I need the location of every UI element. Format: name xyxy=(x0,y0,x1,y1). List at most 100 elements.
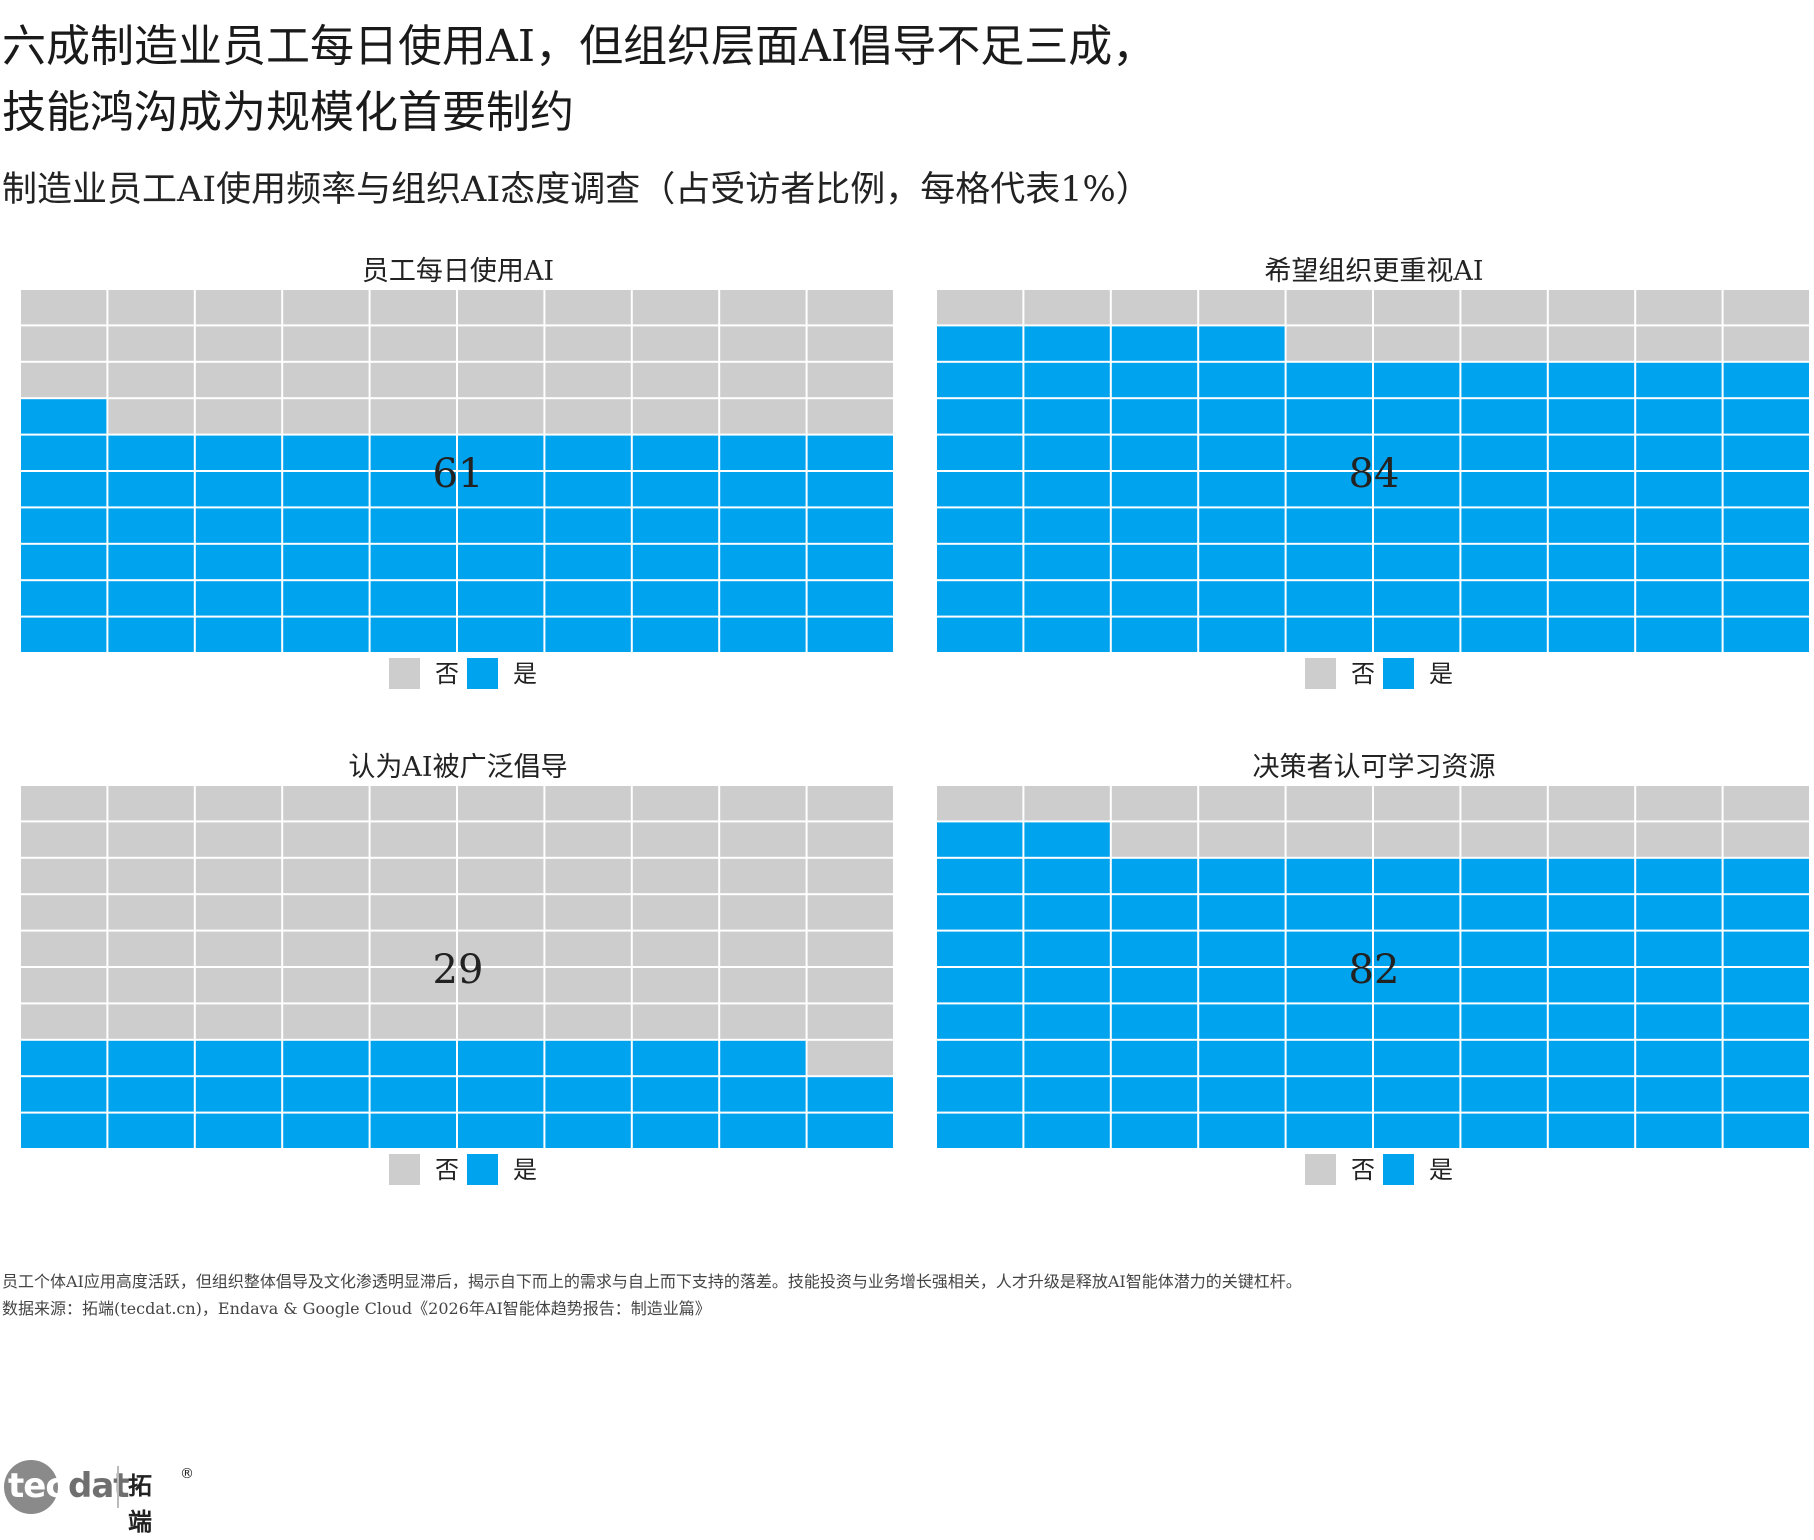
waffle-cell-yes xyxy=(108,1077,194,1112)
waffle-cell-yes xyxy=(1461,581,1547,616)
waffle-cell-no xyxy=(632,290,719,325)
waffle-cell-yes xyxy=(195,544,282,580)
waffle-cell-no xyxy=(370,362,456,398)
waffle-cell-no xyxy=(195,858,282,894)
legend-label-yes: 是 xyxy=(513,1156,537,1184)
waffle-cell-yes xyxy=(370,544,456,580)
waffle-cell-no xyxy=(1723,822,1809,857)
waffle-cell-yes xyxy=(1199,472,1285,507)
legend: 否 是 xyxy=(937,1152,1811,1188)
waffle-cell-yes xyxy=(937,1113,1023,1148)
waffle-cell-no xyxy=(807,968,893,1003)
waffle-cell-yes xyxy=(1111,968,1198,1003)
waffle-cell-yes xyxy=(1723,472,1809,507)
waffle-cell-yes xyxy=(1374,1113,1460,1148)
waffle-cell-yes xyxy=(1374,1077,1460,1112)
waffle-cell-no xyxy=(807,858,893,894)
waffle-cell-yes xyxy=(283,1040,369,1076)
waffle-cell-no xyxy=(1723,290,1809,325)
waffle-cell-yes xyxy=(21,399,107,434)
waffle-cell-yes xyxy=(370,1077,456,1112)
waffle-cell-yes xyxy=(108,1040,194,1076)
waffle-cell-yes xyxy=(545,1040,631,1076)
waffle-cell-yes xyxy=(1111,326,1198,361)
waffle-cell-no xyxy=(545,326,631,361)
waffle-cell-yes xyxy=(937,968,1023,1003)
waffle-cell-no xyxy=(108,822,194,857)
waffle-cell-yes xyxy=(1199,1113,1285,1148)
waffle-cell-no xyxy=(1548,786,1635,821)
waffle-cell-yes xyxy=(195,617,282,652)
chart-title: 六成制造业员工每日使用AI，但组织层面AI倡导不足三成， 技能鸿沟成为规模化首要… xyxy=(2,14,1156,146)
waffle-cell-no xyxy=(1548,326,1635,361)
waffle-cell-yes xyxy=(1723,895,1809,930)
legend-label-yes: 是 xyxy=(1429,1156,1453,1184)
waffle-cell-yes xyxy=(283,1077,369,1112)
logo-text-cn: 拓端 xyxy=(128,1472,152,1536)
waffle-cell-yes xyxy=(1286,399,1372,434)
waffle-cell-yes xyxy=(1111,895,1198,930)
waffle-cell-yes xyxy=(1548,1077,1635,1112)
waffle-cell-yes xyxy=(195,1077,282,1112)
waffle-cell-no xyxy=(545,931,631,966)
waffle-cell-yes xyxy=(1024,508,1110,543)
waffle-cell-no xyxy=(458,1004,544,1039)
waffle-cell-yes xyxy=(1024,1040,1110,1076)
waffle-cell-yes xyxy=(1461,399,1547,434)
waffle-cell-yes xyxy=(1636,1004,1722,1039)
waffle-cell-no xyxy=(807,399,893,434)
waffle-cell-no xyxy=(720,290,806,325)
waffle-cell-yes xyxy=(937,1040,1023,1076)
waffle-cell-no xyxy=(807,786,893,821)
waffle-cell-yes xyxy=(370,581,456,616)
waffle-cell-yes xyxy=(1636,931,1722,966)
waffle-cell-yes xyxy=(458,544,544,580)
waffle-cell-yes xyxy=(1199,508,1285,543)
waffle-cell-no xyxy=(458,895,544,930)
waffle-cell-yes xyxy=(108,508,194,543)
waffle-cell-yes xyxy=(1374,1040,1460,1076)
waffle-cell-yes xyxy=(1111,362,1198,398)
waffle-cell-yes xyxy=(1111,931,1198,966)
waffle-cell-yes xyxy=(1199,362,1285,398)
waffle-cell-yes xyxy=(108,1113,194,1148)
waffle-cell-no xyxy=(1286,822,1372,857)
waffle-cell-yes xyxy=(1286,1113,1372,1148)
waffle-cell-yes xyxy=(1548,399,1635,434)
footnotes: 员工个体AI应用高度活跃，但组织整体倡导及文化渗透明显滞后，揭示自下而上的需求与… xyxy=(2,1268,1302,1322)
waffle-cell-yes xyxy=(370,472,456,507)
waffle-cell-no xyxy=(458,290,544,325)
waffle-cell-yes xyxy=(458,617,544,652)
waffle-cell-no xyxy=(370,822,456,857)
footnote-source: 数据来源：拓端(tecdat.cn)，Endava & Google Cloud… xyxy=(2,1299,711,1318)
waffle-cell-yes xyxy=(1723,399,1809,434)
waffle-cell-yes xyxy=(195,472,282,507)
waffle-cell-yes xyxy=(1548,508,1635,543)
waffle-cell-yes xyxy=(1374,544,1460,580)
waffle-cell-yes xyxy=(937,362,1023,398)
waffle-cell-yes xyxy=(1636,544,1722,580)
waffle-cell-yes xyxy=(1024,544,1110,580)
waffle-cell-yes xyxy=(370,1113,456,1148)
waffle-cell-yes xyxy=(283,508,369,543)
waffle-cell-no xyxy=(108,968,194,1003)
waffle-cell-yes xyxy=(1723,858,1809,894)
waffle-cell-yes xyxy=(1461,435,1547,470)
waffle-cell-no xyxy=(1199,822,1285,857)
waffle-cell-no xyxy=(720,931,806,966)
waffle-cell-yes xyxy=(1374,858,1460,894)
waffle-cell-no xyxy=(195,822,282,857)
waffle-cell-no xyxy=(1636,326,1722,361)
waffle-cell-no xyxy=(720,822,806,857)
waffle-cell-no xyxy=(370,1004,456,1039)
waffle-cell-yes xyxy=(1286,581,1372,616)
waffle-cell-yes xyxy=(21,617,107,652)
waffle-cell-yes xyxy=(1461,895,1547,930)
waffle-cell-yes xyxy=(720,472,806,507)
waffle-cell-yes xyxy=(1636,617,1722,652)
waffle-value-label: 82 xyxy=(1349,947,1400,993)
waffle-cell-yes xyxy=(1548,858,1635,894)
logo-divider xyxy=(117,1466,119,1508)
legend-label-yes: 是 xyxy=(1429,660,1453,688)
logo-registered-mark: ® xyxy=(180,1466,194,1482)
